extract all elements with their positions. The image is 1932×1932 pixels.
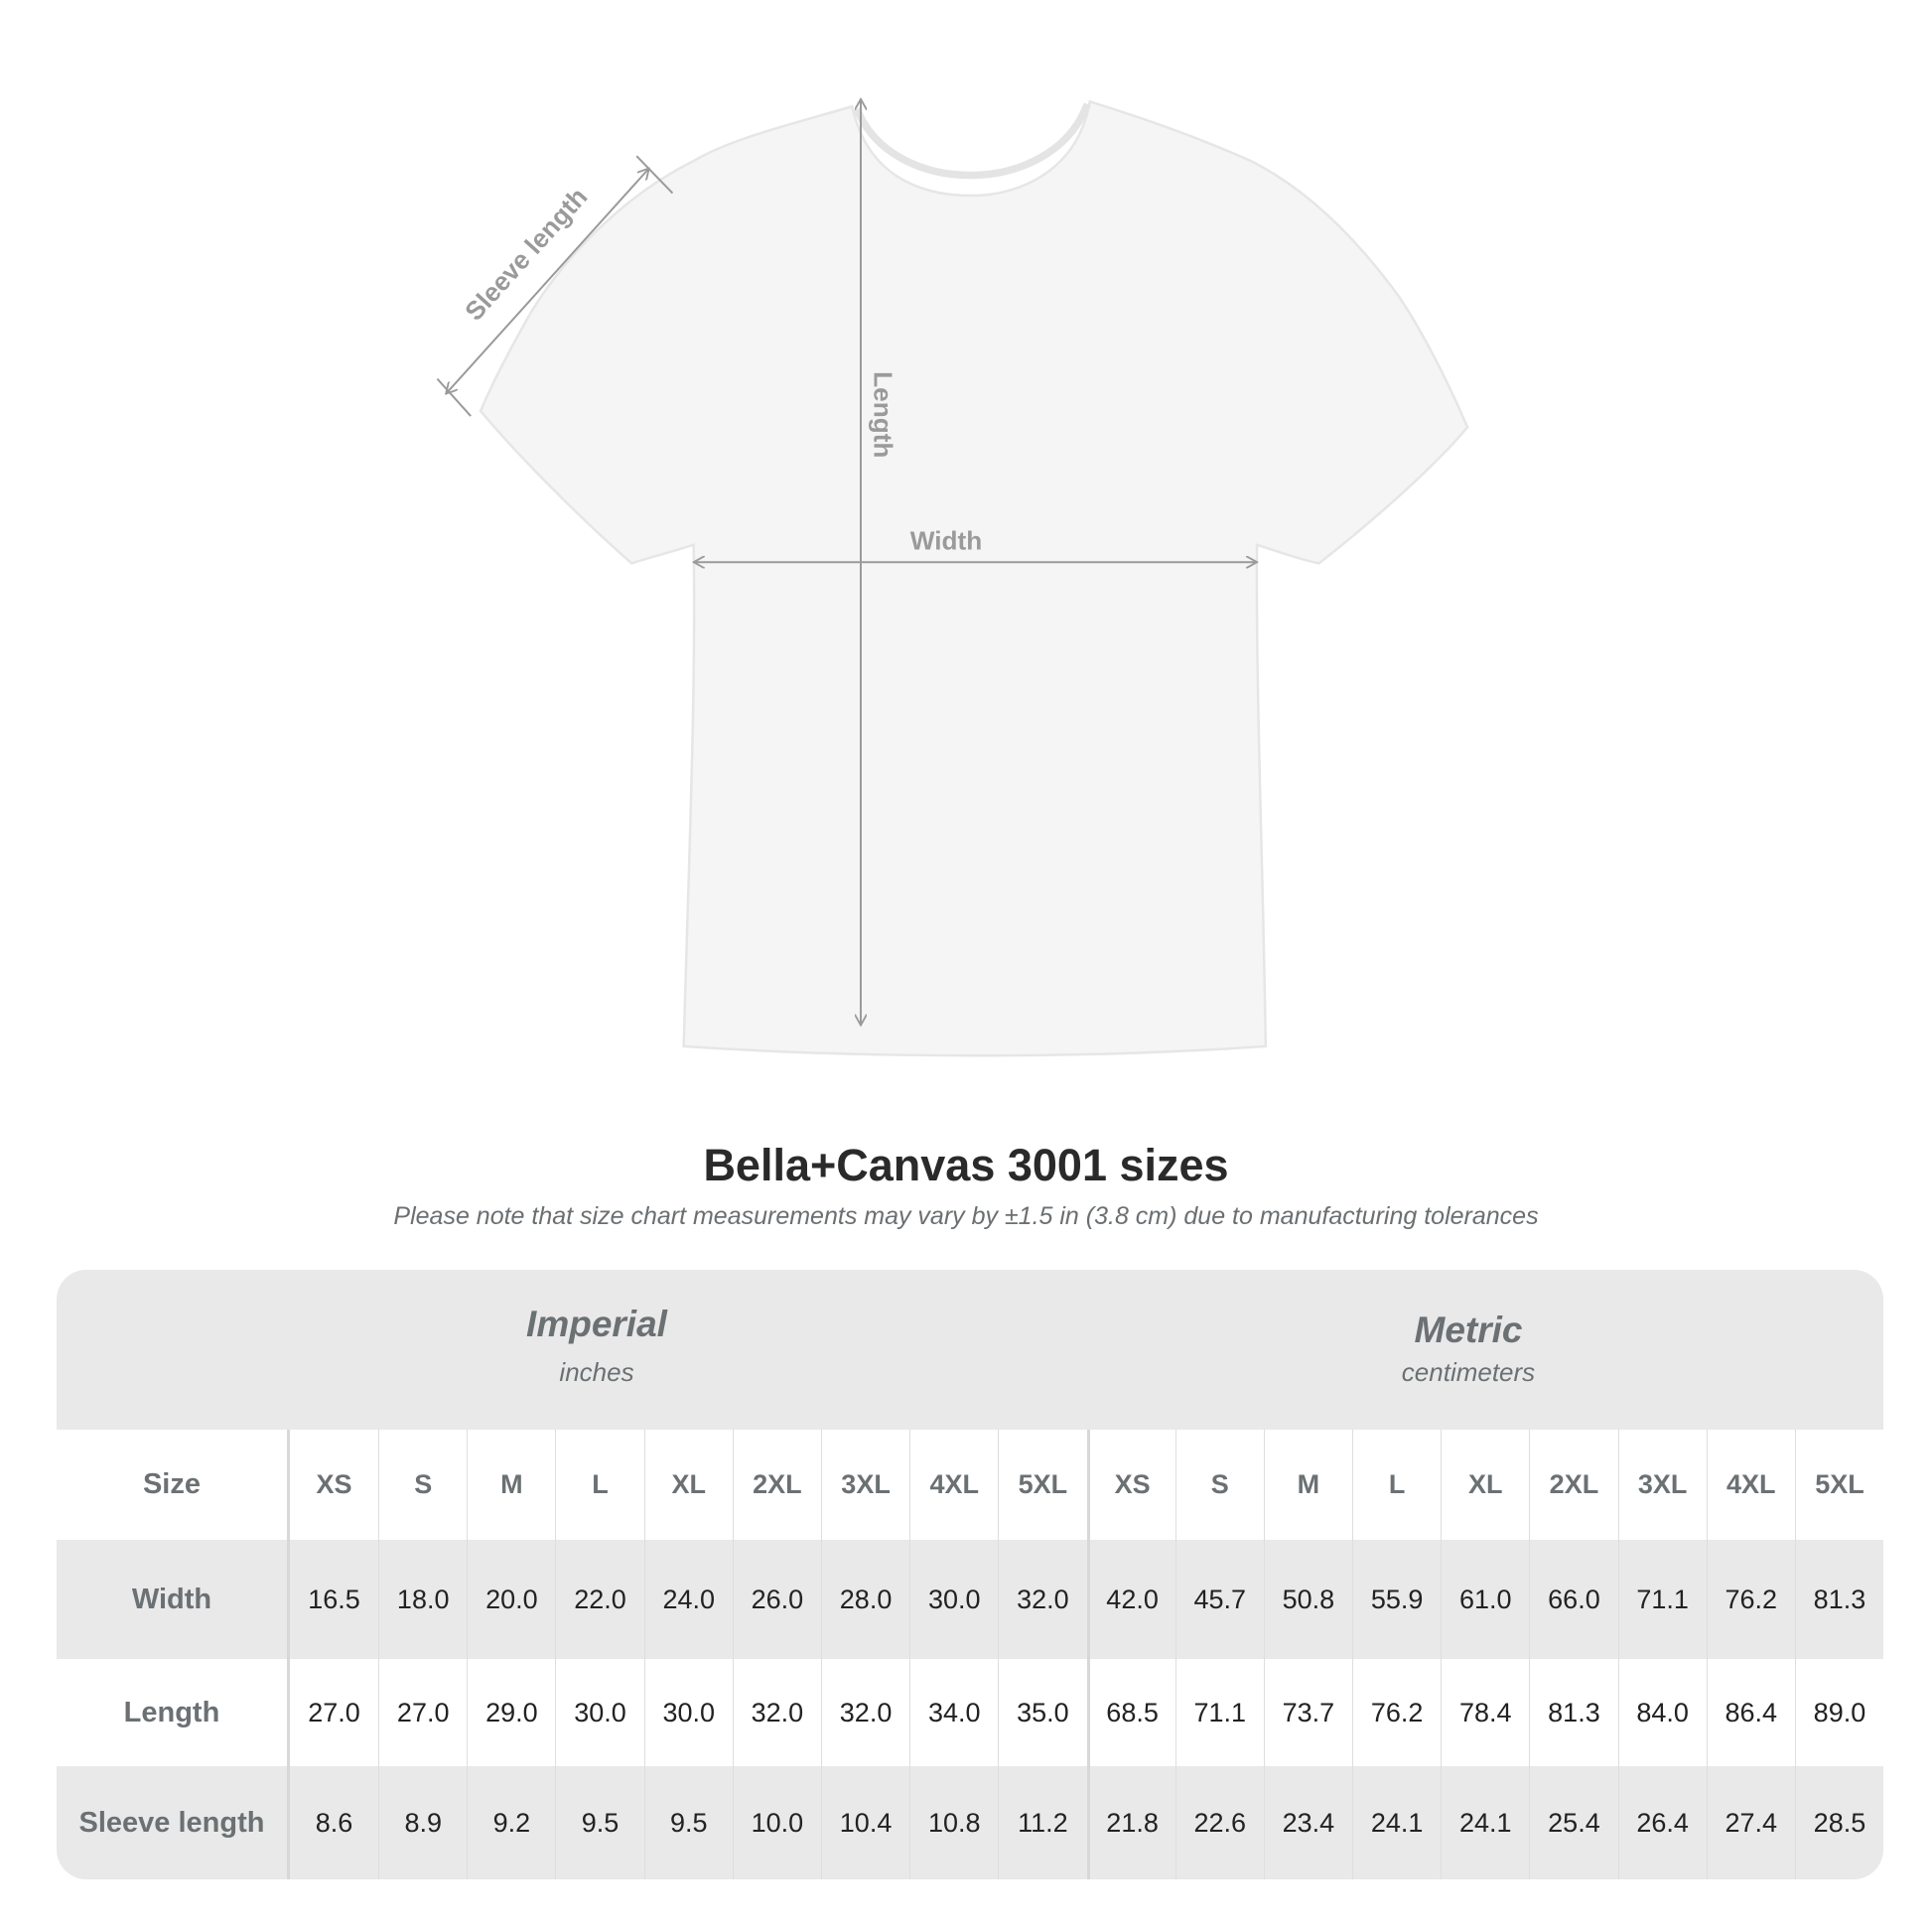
table-cell: 27.0 (378, 1659, 467, 1766)
table-cell: 18.0 (378, 1540, 467, 1659)
table-cell: 32.0 (820, 1659, 909, 1766)
table-cell: 81.3 (1529, 1659, 1617, 1766)
size-header-cell: 3XL (1617, 1430, 1707, 1540)
size-header-cell: L (1352, 1430, 1441, 1540)
table-cell: 11.2 (998, 1766, 1086, 1879)
size-header-cell: 5XL (998, 1430, 1086, 1540)
table-cell: 20.0 (467, 1540, 555, 1659)
table-cell: 23.4 (1263, 1766, 1352, 1879)
tshirt-image (479, 99, 1469, 1057)
row-label: Width (57, 1540, 290, 1659)
size-header-cell: XL (643, 1430, 733, 1540)
table-cell: 26.4 (1617, 1766, 1707, 1879)
table-cell: 78.4 (1441, 1659, 1529, 1766)
metric-unit: centimeters (1401, 1357, 1536, 1387)
table-cell: 9.2 (467, 1766, 555, 1879)
size-header-cell: 2XL (732, 1430, 821, 1540)
table-cell: 61.0 (1441, 1540, 1529, 1659)
size-header-row: Size XS S M L XL 2XL 3XL 4XL 5XL XS S M L XL 2XL 3XL 4XL… (57, 1430, 1883, 1540)
table-cell: 76.2 (1706, 1540, 1795, 1659)
table-cell: 29.0 (467, 1659, 555, 1766)
table-cell: 86.4 (1706, 1659, 1795, 1766)
table-cell: 84.0 (1617, 1659, 1707, 1766)
table-cell: 30.0 (555, 1659, 643, 1766)
table-cell: 71.1 (1617, 1540, 1707, 1659)
table-cell: 42.0 (1086, 1540, 1175, 1659)
size-header-cell: 2XL (1529, 1430, 1617, 1540)
size-header-cell: 3XL (820, 1430, 909, 1540)
tshirt-diagram: Sleeve length Length Width (436, 0, 1469, 1057)
size-header-cell: XS (1086, 1430, 1175, 1540)
table-cell: 71.1 (1174, 1659, 1264, 1766)
table-cell: 26.0 (732, 1540, 821, 1659)
table-cell: 45.7 (1174, 1540, 1264, 1659)
size-header-cell: 4XL (1706, 1430, 1795, 1540)
table-cell: 30.0 (643, 1659, 733, 1766)
size-header-cell: 5XL (1794, 1430, 1883, 1540)
size-header-cell: S (378, 1430, 467, 1540)
table-cell: 22.6 (1174, 1766, 1264, 1879)
imperial-title: Imperial (526, 1304, 667, 1344)
table-cell: 22.0 (555, 1540, 643, 1659)
table-cell: 16.5 (308, 1584, 360, 1614)
size-header-cell: XS (316, 1469, 352, 1499)
size-header-cell: S (1174, 1430, 1264, 1540)
table-cell: 32.0 (732, 1659, 821, 1766)
row-label: Sleeve length (57, 1766, 290, 1879)
tolerance-note: Please note that size chart measurements… (393, 1202, 1539, 1230)
size-table: Imperial inches Metric centimeters Size … (57, 1270, 1883, 1879)
table-cell: 21.8 (1086, 1766, 1175, 1879)
table-cell: 66.0 (1529, 1540, 1617, 1659)
table-cell: 10.4 (820, 1766, 909, 1879)
table-cell: 27.0 (308, 1697, 360, 1727)
table-cell: 50.8 (1263, 1540, 1352, 1659)
table-cell: 73.7 (1263, 1659, 1352, 1766)
row-label: Length (57, 1659, 290, 1766)
sleeve-measure-line (446, 169, 649, 394)
page-title: Bella+Canvas 3001 sizes (703, 1140, 1229, 1190)
table-cell: 68.5 (1086, 1659, 1175, 1766)
size-header-cell: M (467, 1430, 555, 1540)
table-cell: 10.0 (732, 1766, 821, 1879)
table-cell: 25.4 (1529, 1766, 1617, 1879)
table-cell: 8.9 (378, 1766, 467, 1879)
table-cell: 28.0 (820, 1540, 909, 1659)
table-cell: 32.0 (998, 1540, 1086, 1659)
table-header-band: Imperial inches Metric centimeters (57, 1270, 1883, 1430)
imperial-header: Imperial inches (299, 1304, 895, 1388)
size-label: Size (57, 1430, 290, 1540)
table-cell: 8.6 (315, 1807, 353, 1838)
length-label: Length (869, 371, 898, 458)
table-cell: 34.0 (909, 1659, 998, 1766)
table-cell: 27.4 (1706, 1766, 1795, 1879)
table-cell: 81.3 (1794, 1540, 1883, 1659)
table-cell: 55.9 (1352, 1540, 1441, 1659)
table-row-length: Length 27.0 27.0 29.0 30.0 30.0 32.0 32.0 34.0 35… (57, 1659, 1883, 1766)
table-cell: 35.0 (998, 1659, 1086, 1766)
size-header-cell: XL (1441, 1430, 1529, 1540)
size-header-cell: L (555, 1430, 643, 1540)
table-cell: 9.5 (643, 1766, 733, 1879)
metric-title: Metric (1414, 1310, 1523, 1350)
table-cell: 24.0 (643, 1540, 733, 1659)
size-header-cell: M (1263, 1430, 1352, 1540)
table-cell: 10.8 (909, 1766, 998, 1879)
table-cell: 28.5 (1794, 1766, 1883, 1879)
table-cell: 24.1 (1352, 1766, 1441, 1879)
table-cell: 9.5 (555, 1766, 643, 1879)
size-header-cell: 4XL (909, 1430, 998, 1540)
table-row-sleeve-length: Sleeve length 8.6 8.9 9.2 9.5 9.5 10.0 10.4 10.8… (57, 1766, 1883, 1879)
metric-header: Metric centimeters (1171, 1310, 1766, 1388)
table-cell: 76.2 (1352, 1659, 1441, 1766)
width-label: Width (910, 526, 982, 556)
table-cell: 89.0 (1794, 1659, 1883, 1766)
imperial-unit: inches (559, 1357, 634, 1387)
table-row-width: Width 16.5 18.0 20.0 22.0 24.0 26.0 28.0 30.0 32.… (57, 1540, 1883, 1659)
table-cell: 30.0 (909, 1540, 998, 1659)
table-cell: 24.1 (1441, 1766, 1529, 1879)
